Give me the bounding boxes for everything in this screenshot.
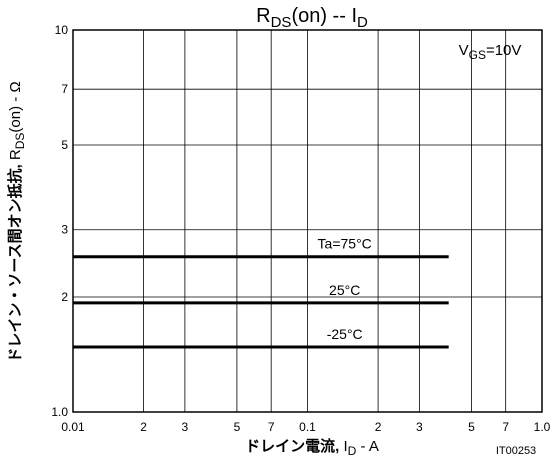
series-label: 25°C bbox=[329, 282, 360, 298]
y-tick-label: 2 bbox=[61, 290, 68, 304]
y-axis-label: ドレイン・ソース間オン抵抗, RDS(on) - Ω bbox=[6, 81, 27, 362]
x-tick-label: 7 bbox=[502, 420, 509, 434]
x-tick-label: 2 bbox=[375, 420, 382, 434]
series-label: Ta=75°C bbox=[318, 236, 372, 252]
x-axis-label: ドレイン電流, ID - A bbox=[245, 437, 379, 458]
y-tick-label: 5 bbox=[61, 138, 68, 152]
series-label: -25°C bbox=[327, 326, 363, 342]
x-tick-labels: 0.01 2 3 5 7 0.1 2 3 5 7 1.0 bbox=[61, 420, 550, 434]
x-tick-label: 3 bbox=[416, 420, 423, 434]
y-tick-label: 7 bbox=[61, 82, 68, 96]
x-tick-label: 3 bbox=[182, 420, 189, 434]
x-tick-label: 5 bbox=[234, 420, 241, 434]
y-tick-labels: 1.0 2 3 5 7 10 bbox=[51, 23, 68, 419]
series-lines: Ta=75°C 25°C -25°C bbox=[73, 236, 449, 349]
chart-title: RDS(on) -- ID bbox=[256, 5, 368, 31]
condition-label: VGS=10V bbox=[459, 42, 522, 62]
y-tick-label: 1.0 bbox=[51, 405, 68, 419]
grid-lines bbox=[72, 29, 543, 413]
x-tick-label: 1.0 bbox=[534, 420, 551, 434]
x-tick-label: 2 bbox=[140, 420, 147, 434]
x-tick-label: 0.01 bbox=[61, 420, 85, 434]
y-tick-label: 3 bbox=[61, 223, 68, 237]
plot-area-frame bbox=[72, 29, 543, 413]
x-tick-label: 0.1 bbox=[299, 420, 316, 434]
figure-id: IT00253 bbox=[496, 445, 536, 457]
y-tick-label: 10 bbox=[55, 23, 69, 37]
x-tick-label: 7 bbox=[268, 420, 275, 434]
x-tick-label: 5 bbox=[468, 420, 475, 434]
